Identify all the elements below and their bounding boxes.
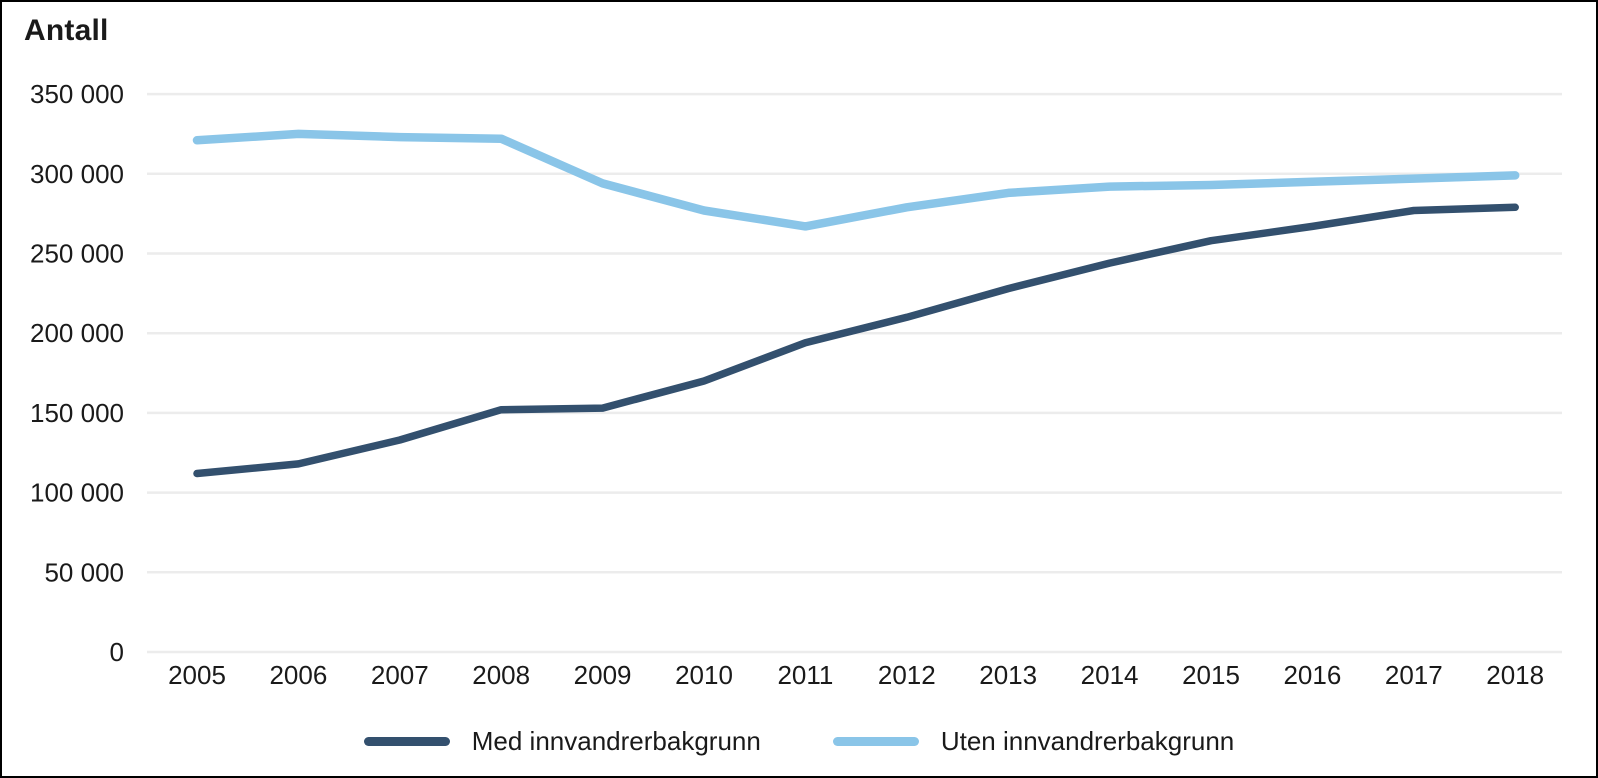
y-axis-tick-label: 0 (110, 637, 124, 667)
x-axis-tick-label: 2013 (979, 660, 1037, 690)
y-axis-tick-label: 200 000 (30, 318, 124, 348)
legend-swatch-light-line-icon (832, 737, 919, 746)
y-axis-tick-label: 50 000 (44, 557, 124, 587)
y-axis-tick-label: 100 000 (30, 478, 124, 508)
chart-title: Antall (24, 14, 109, 47)
x-axis-tick-label: 2005 (168, 660, 226, 690)
x-axis-tick-label: 2017 (1385, 660, 1443, 690)
x-axis-tick-label: 2012 (878, 660, 936, 690)
x-axis-tick-label: 2010 (675, 660, 733, 690)
x-axis-tick-label: 2014 (1081, 660, 1139, 690)
legend-swatch-dark-line-icon (363, 737, 450, 746)
y-axis-tick-label: 350 000 (30, 79, 124, 109)
y-axis-tick-label: 300 000 (30, 159, 124, 189)
x-axis-tick-label: 2018 (1486, 660, 1544, 690)
series-line-1 (192, 129, 1520, 231)
x-axis-tick-label: 2015 (1182, 660, 1240, 690)
x-axis-tick-label: 2008 (472, 660, 530, 690)
x-axis-tick-label: 2009 (574, 660, 632, 690)
legend-label: Med innvandrerbakgrunn (471, 726, 761, 756)
legend-label: Uten innvandrerbakgrunn (940, 726, 1235, 756)
legend-item-uten-innvandrerbakgrunn: Uten innvandrerbakgrunn (832, 726, 1235, 757)
y-axis-tick-label: 250 000 (30, 239, 124, 269)
x-axis-tick-label: 2007 (371, 660, 429, 690)
x-axis-tick-label: 2006 (269, 660, 327, 690)
x-axis-tick-label: 2016 (1283, 660, 1341, 690)
y-axis-tick-label: 150 000 (30, 398, 124, 428)
legend: Med innvandrerbakgrunn Uten innvandrerba… (2, 726, 1596, 757)
legend-item-med-innvandrerbakgrunn: Med innvandrerbakgrunn (363, 726, 761, 757)
x-axis-tick-label: 2011 (777, 660, 833, 690)
series-line-0 (193, 203, 1519, 478)
line-chart: 0 50 000 100 000 150 000 200 000 250 000 300 0… (30, 79, 1562, 690)
